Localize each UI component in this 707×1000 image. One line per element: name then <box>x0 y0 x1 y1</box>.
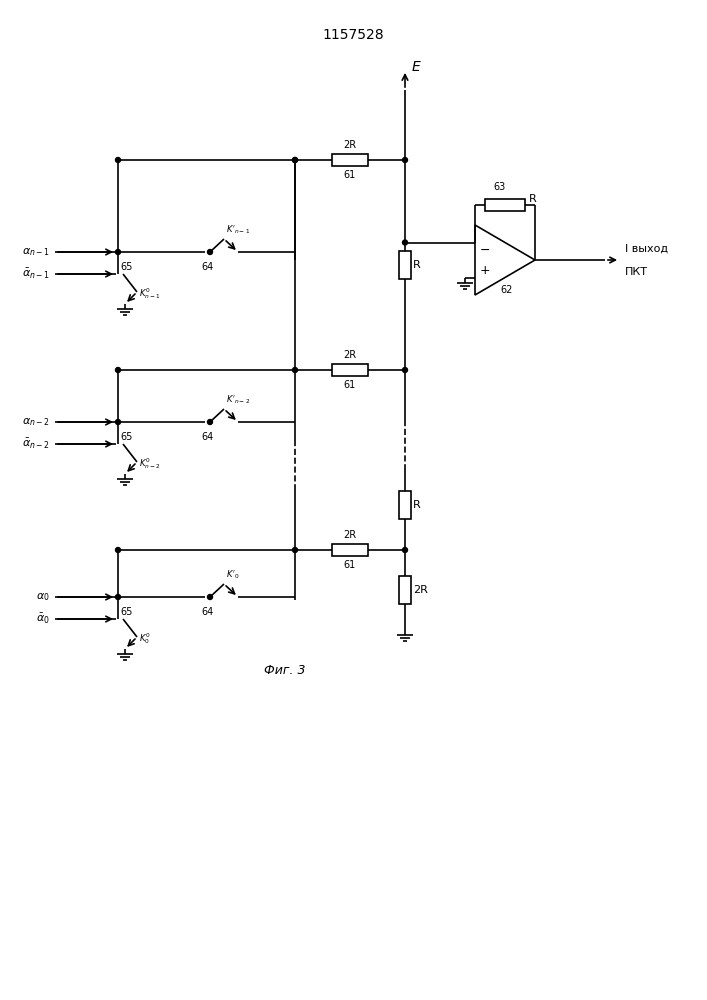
Text: ПКТ: ПКТ <box>625 267 648 277</box>
Circle shape <box>293 157 298 162</box>
Circle shape <box>207 249 213 254</box>
Text: $\bar{\alpha}_0$: $\bar{\alpha}_0$ <box>36 612 50 626</box>
Text: $K^0_{n-2}$: $K^0_{n-2}$ <box>139 457 160 471</box>
Circle shape <box>115 420 120 424</box>
Text: R: R <box>529 194 537 205</box>
Circle shape <box>115 594 120 599</box>
Text: 61: 61 <box>344 560 356 570</box>
Text: −: − <box>480 243 491 256</box>
Bar <box>399 251 411 279</box>
Text: 2R: 2R <box>344 140 356 150</box>
Circle shape <box>293 157 298 162</box>
Circle shape <box>402 240 407 245</box>
Text: 64: 64 <box>202 432 214 442</box>
Bar <box>399 576 411 604</box>
Text: 64: 64 <box>202 262 214 272</box>
Text: $K'_0$: $K'_0$ <box>226 568 240 581</box>
Text: 2R: 2R <box>413 585 428 595</box>
Circle shape <box>207 420 213 424</box>
Text: $K'_{n-1}$: $K'_{n-1}$ <box>226 224 250 236</box>
Bar <box>332 154 368 166</box>
Bar <box>332 544 368 556</box>
Text: R: R <box>413 500 421 510</box>
Circle shape <box>402 157 407 162</box>
Text: $\alpha_0$: $\alpha_0$ <box>36 591 50 603</box>
Bar <box>399 491 411 519</box>
Circle shape <box>402 548 407 552</box>
Text: 65: 65 <box>120 432 132 442</box>
Text: 62: 62 <box>501 285 513 295</box>
Text: 64: 64 <box>202 607 214 617</box>
Text: $K^0_{n-1}$: $K^0_{n-1}$ <box>139 287 160 301</box>
Circle shape <box>402 367 407 372</box>
Text: $K^0_0$: $K^0_0$ <box>139 632 151 646</box>
Text: +: + <box>480 263 491 276</box>
Text: I выход: I выход <box>625 244 668 254</box>
Bar <box>332 364 368 376</box>
Text: R: R <box>413 260 421 270</box>
Text: $\bar{\alpha}_{n-1}$: $\bar{\alpha}_{n-1}$ <box>22 267 50 281</box>
Text: 65: 65 <box>120 607 132 617</box>
Bar <box>485 198 525 211</box>
Text: 61: 61 <box>344 380 356 390</box>
Text: 65: 65 <box>120 262 132 272</box>
Text: 1157528: 1157528 <box>322 28 384 42</box>
Text: 2R: 2R <box>344 530 356 540</box>
Circle shape <box>115 249 120 254</box>
Circle shape <box>293 367 298 372</box>
Circle shape <box>115 367 120 372</box>
Text: 63: 63 <box>494 182 506 192</box>
Text: $\alpha_{n-2}$: $\alpha_{n-2}$ <box>22 416 50 428</box>
Text: $\alpha_{n-1}$: $\alpha_{n-1}$ <box>22 246 50 258</box>
Circle shape <box>293 548 298 552</box>
Text: $\bar{\alpha}_{n-2}$: $\bar{\alpha}_{n-2}$ <box>22 437 50 451</box>
Text: Фиг. 3: Фиг. 3 <box>264 664 305 676</box>
Text: $K'_{n-2}$: $K'_{n-2}$ <box>226 393 250 406</box>
Text: 2R: 2R <box>344 350 356 360</box>
Text: 61: 61 <box>344 170 356 180</box>
Circle shape <box>115 548 120 552</box>
Text: E: E <box>412 60 421 74</box>
Circle shape <box>115 157 120 162</box>
Circle shape <box>207 594 213 599</box>
